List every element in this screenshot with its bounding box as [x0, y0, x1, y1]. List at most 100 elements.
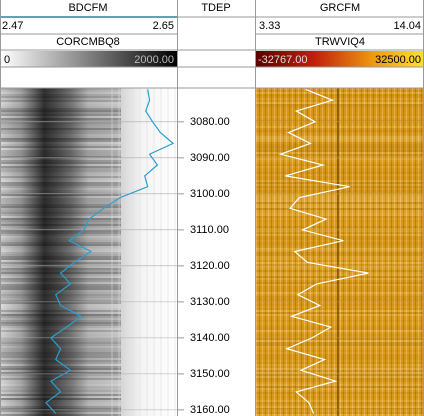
texture-row	[1, 408, 121, 410]
texture-row	[1, 192, 121, 194]
texture-row	[256, 104, 424, 106]
depth-label: 3110.00	[190, 224, 229, 236]
texture-row	[256, 396, 424, 398]
texture-row	[1, 260, 121, 262]
image-name: TRWVIQ4	[315, 36, 365, 48]
texture-row	[1, 308, 121, 310]
texture-row	[256, 212, 424, 214]
texture-row	[256, 382, 424, 384]
texture-row	[1, 186, 121, 188]
texture-row	[256, 320, 424, 322]
texture-row	[256, 128, 424, 130]
texture-row	[1, 220, 121, 222]
texture-row	[1, 188, 121, 190]
texture-row	[256, 376, 424, 378]
texture-row	[256, 294, 424, 296]
image-texture	[1, 88, 176, 416]
texture-row	[256, 406, 424, 408]
texture-row	[1, 402, 121, 404]
depth-label: 3140.00	[190, 332, 230, 344]
depth-label: 3160.00	[190, 404, 230, 416]
texture-row	[1, 176, 121, 178]
texture-row	[256, 130, 424, 132]
texture-row	[256, 190, 424, 192]
texture-row	[256, 344, 424, 346]
texture-row	[1, 166, 121, 168]
texture-row	[256, 306, 424, 308]
texture-row	[1, 170, 121, 172]
texture-row	[256, 136, 424, 138]
texture-row	[1, 194, 121, 196]
curve-name: GRCFM	[320, 2, 360, 14]
texture-row	[256, 112, 424, 114]
texture-row	[1, 132, 121, 134]
texture-row	[1, 158, 121, 160]
texture-row	[256, 182, 424, 184]
texture-row	[256, 218, 424, 220]
texture-row	[256, 210, 424, 212]
texture-row	[256, 312, 424, 314]
color-max: 2000.00	[134, 54, 174, 66]
texture-row	[256, 390, 424, 392]
texture-row	[1, 172, 121, 174]
texture-row	[256, 244, 424, 246]
texture-row	[1, 386, 121, 388]
texture-row	[256, 238, 424, 240]
texture-row	[256, 202, 424, 204]
curve-name: BDCFM	[68, 2, 107, 14]
texture-row	[256, 150, 424, 152]
texture-row	[1, 246, 121, 248]
texture-row	[1, 302, 121, 304]
texture-row	[1, 288, 121, 290]
texture-row	[256, 366, 424, 368]
depth-label: 3130.00	[190, 296, 230, 308]
texture-row	[256, 374, 424, 376]
texture-row	[256, 348, 424, 350]
texture-row	[256, 288, 424, 290]
color-min: 0	[4, 54, 10, 66]
curve-name: TDEP	[201, 2, 230, 14]
texture-row	[1, 134, 121, 136]
texture-row	[1, 122, 121, 124]
texture-row	[1, 356, 121, 358]
texture-row	[1, 278, 121, 280]
depth-label: 3150.00	[190, 368, 230, 380]
texture-row	[256, 176, 424, 178]
texture-row	[1, 208, 121, 210]
texture-row	[256, 304, 424, 306]
texture-row	[1, 154, 121, 156]
color-bar	[256, 51, 424, 67]
texture-row	[1, 354, 121, 356]
texture-row	[256, 94, 424, 96]
texture-row	[1, 174, 121, 176]
texture-row	[1, 296, 121, 298]
texture-row	[1, 226, 121, 228]
texture-row	[1, 268, 121, 270]
texture-row	[1, 218, 121, 220]
texture-row	[1, 90, 121, 92]
texture-row	[256, 384, 424, 386]
texture-row	[1, 258, 121, 260]
texture-row	[256, 208, 424, 210]
texture-row	[256, 274, 424, 276]
texture-row	[1, 364, 121, 366]
texture-row	[1, 202, 121, 204]
texture-row	[256, 372, 424, 374]
texture-row	[1, 150, 121, 152]
texture-row	[1, 232, 121, 234]
texture-row	[1, 242, 121, 244]
texture-row	[256, 254, 424, 256]
texture-row	[256, 300, 424, 302]
texture-row	[256, 168, 424, 170]
texture-row	[1, 178, 121, 180]
texture-row	[1, 370, 121, 372]
texture-row	[256, 96, 424, 98]
texture-row	[256, 252, 424, 254]
texture-row	[1, 358, 121, 360]
texture-row	[1, 314, 121, 316]
texture-row	[256, 360, 424, 362]
texture-row	[1, 398, 121, 400]
texture-row	[256, 110, 424, 112]
texture-row	[1, 128, 121, 130]
texture-row	[1, 412, 121, 414]
